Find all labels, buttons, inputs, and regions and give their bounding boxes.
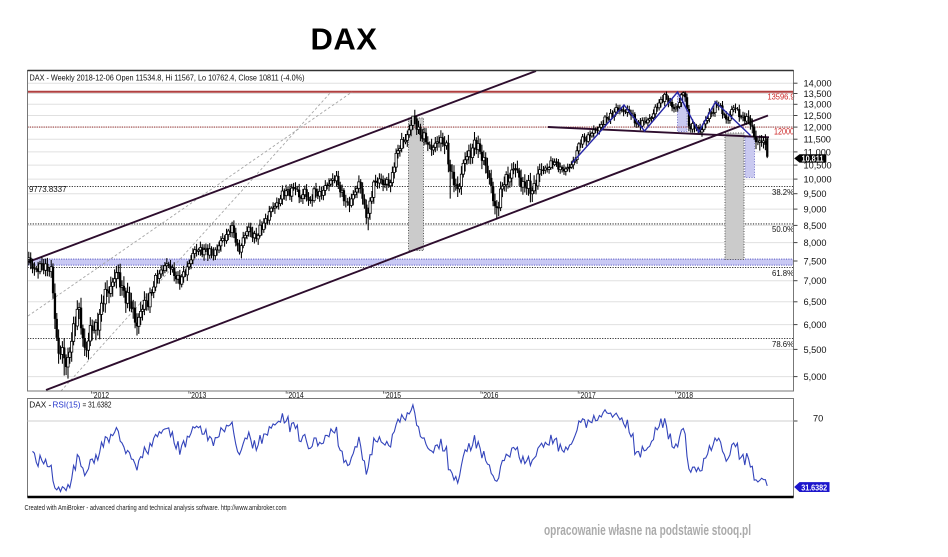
- svg-text:'2012: '2012: [93, 390, 110, 400]
- svg-text:'2016: '2016: [482, 390, 499, 400]
- svg-text:11,500: 11,500: [804, 135, 831, 145]
- svg-text:5,000: 5,000: [804, 372, 827, 382]
- svg-text:'2015: '2015: [385, 390, 402, 400]
- svg-text:5,500: 5,500: [804, 345, 827, 355]
- svg-text:8,000: 8,000: [804, 238, 827, 248]
- svg-text:7,000: 7,000: [804, 276, 827, 286]
- svg-text:DAX -: DAX -: [29, 400, 51, 410]
- svg-text:'2014: '2014: [287, 390, 304, 400]
- svg-text:70: 70: [813, 414, 823, 424]
- svg-text:78.6%: 78.6%: [772, 339, 795, 349]
- svg-text:12000: 12000: [774, 126, 794, 136]
- svg-text:50.0%: 50.0%: [772, 224, 795, 234]
- svg-text:'2017: '2017: [579, 390, 596, 400]
- svg-text:31.6382: 31.6382: [801, 483, 828, 492]
- svg-text:9,500: 9,500: [804, 189, 827, 199]
- svg-text:6,000: 6,000: [804, 320, 827, 330]
- svg-text:9773.8337: 9773.8337: [29, 184, 67, 194]
- svg-text:11,000: 11,000: [804, 147, 831, 157]
- svg-text:Created with AmiBroker - advan: Created with AmiBroker - advanced charti…: [25, 505, 287, 512]
- svg-text:13,500: 13,500: [804, 89, 832, 99]
- svg-text:14,000: 14,000: [804, 79, 832, 89]
- svg-text:12,500: 12,500: [804, 111, 832, 121]
- svg-text:10,000: 10,000: [804, 175, 832, 185]
- svg-text:38.2%: 38.2%: [772, 187, 795, 197]
- svg-text:13,000: 13,000: [804, 100, 832, 110]
- svg-text:RSI(15): RSI(15): [53, 400, 81, 410]
- svg-text:61.8%: 61.8%: [772, 268, 795, 278]
- svg-text:6,500: 6,500: [804, 297, 827, 307]
- svg-text:DAX: DAX: [311, 22, 378, 57]
- svg-text:'2013: '2013: [190, 390, 207, 400]
- svg-text:8,500: 8,500: [804, 221, 827, 231]
- svg-text:= 31.6382: = 31.6382: [83, 400, 112, 410]
- svg-text:opracowanie własne na podstawi: opracowanie własne na podstawie stooq.pl: [544, 523, 751, 539]
- svg-text:12,000: 12,000: [804, 123, 832, 133]
- svg-text:10,500: 10,500: [804, 161, 832, 171]
- svg-text:10,811: 10,811: [802, 154, 825, 163]
- svg-text:13596.9: 13596.9: [768, 91, 795, 101]
- svg-text:7,500: 7,500: [804, 256, 827, 266]
- svg-text:'2018: '2018: [677, 390, 694, 400]
- svg-text:9,000: 9,000: [804, 205, 827, 215]
- svg-text:DAX - Weekly 2018-12-06 Open 1: DAX - Weekly 2018-12-06 Open 11534.8, Hi…: [30, 73, 305, 83]
